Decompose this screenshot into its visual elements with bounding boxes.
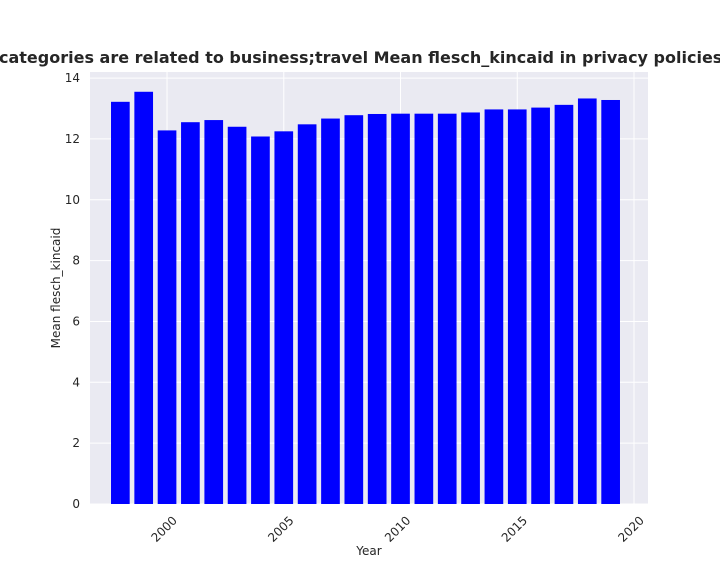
bar-2017	[554, 104, 574, 505]
chart-title: when categories are related to business;…	[0, 48, 720, 67]
x-tick-label: 2020	[615, 513, 646, 544]
bar-2006	[297, 124, 317, 505]
y-tick-label: 10	[65, 193, 80, 207]
y-tick-label: 4	[72, 375, 80, 389]
bar-1998	[111, 101, 130, 504]
y-tick-label: 8	[72, 254, 80, 268]
bar-2009	[367, 113, 387, 505]
y-tick-label: 14	[65, 71, 80, 85]
bar-2019	[601, 99, 620, 504]
bar-2004	[251, 136, 270, 504]
bar-2007	[321, 118, 340, 504]
x-tick-label: 2010	[382, 513, 413, 544]
bar-2016	[531, 107, 550, 505]
y-tick-label: 2	[72, 436, 80, 450]
bars	[111, 91, 620, 505]
bar-2013	[461, 112, 480, 504]
bar-2000	[157, 130, 177, 505]
bar-1999	[134, 91, 154, 504]
bar-2003	[227, 126, 247, 505]
y-axis-label: Mean flesch_kincaid	[49, 228, 63, 349]
bar-2012	[437, 113, 457, 505]
bar-2018	[577, 98, 597, 505]
x-axis-label: Year	[355, 544, 381, 558]
bar-2002	[204, 120, 224, 505]
bar-2015	[507, 109, 527, 505]
y-tick-label: 6	[72, 314, 80, 328]
x-tick-labels: 2000 2005 2010 2015 2020	[148, 513, 646, 544]
x-tick-label: 2015	[499, 513, 530, 544]
y-tick-label: 0	[72, 497, 80, 511]
bar-2005	[274, 131, 294, 504]
x-tick-label: 2000	[148, 513, 179, 544]
y-tick-labels: 0 2 4 6 8 10 12 14	[65, 71, 80, 511]
bar-2011	[414, 113, 434, 505]
y-tick-label: 12	[65, 132, 80, 146]
bar-2008	[344, 115, 364, 504]
bar-2001	[181, 122, 200, 505]
bar-2010	[391, 113, 410, 505]
bar-2014	[484, 109, 504, 505]
x-tick-label: 2005	[265, 513, 296, 544]
